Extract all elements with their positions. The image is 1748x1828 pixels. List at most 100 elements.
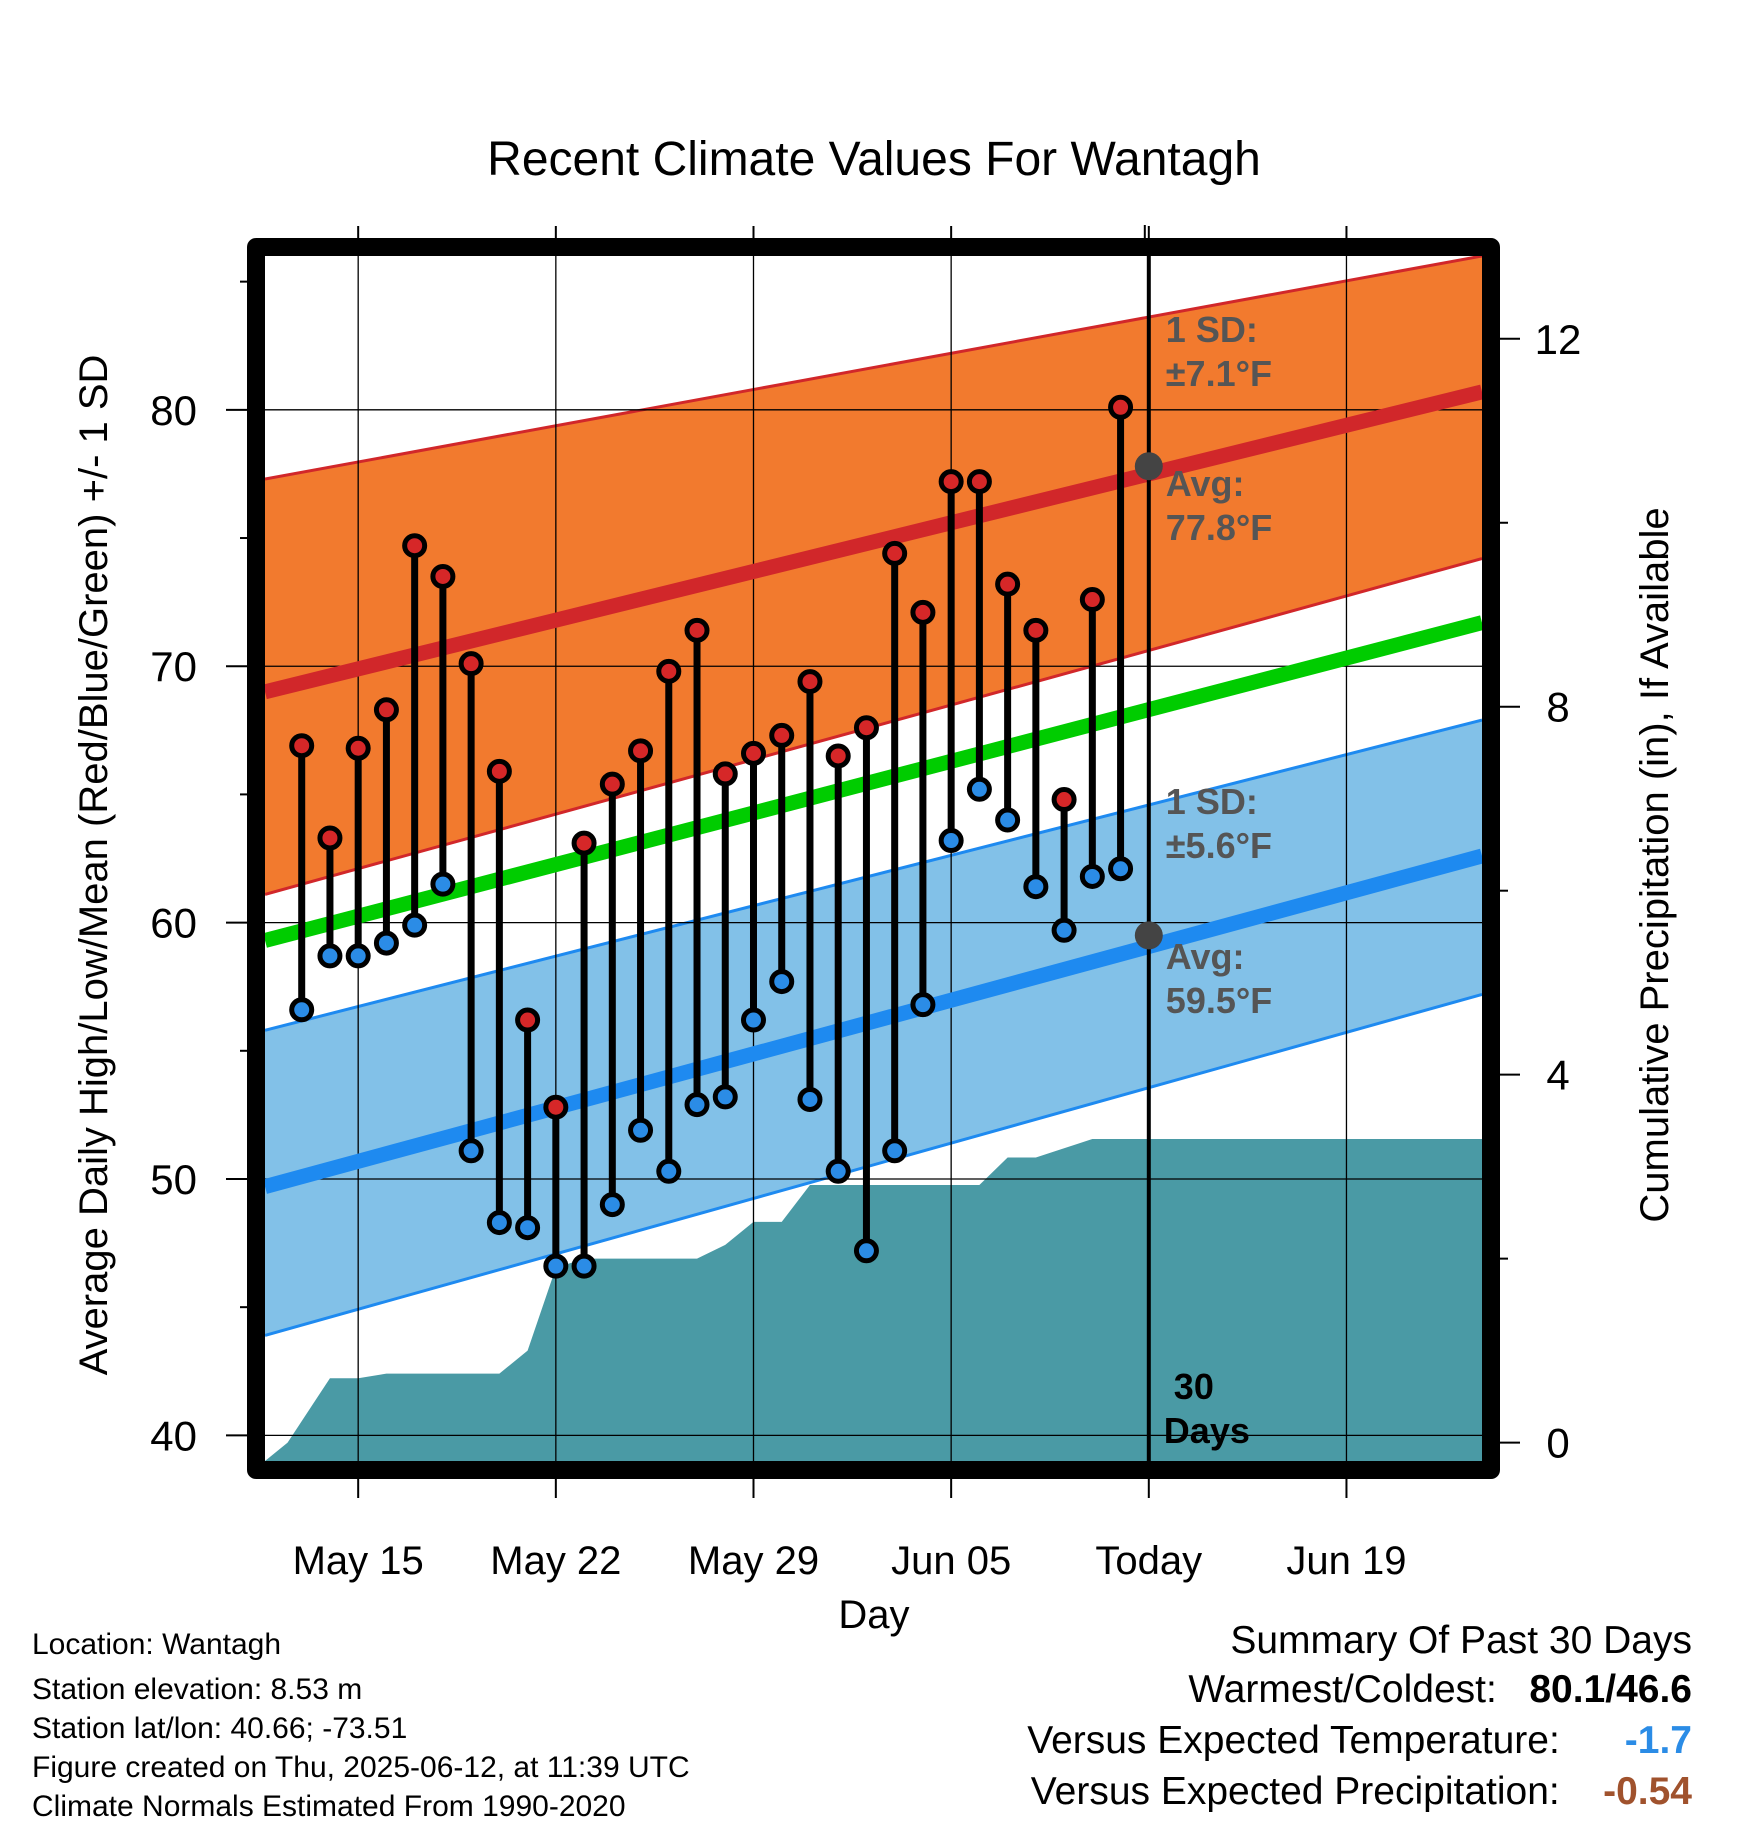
x-tick-label: May 29 xyxy=(688,1539,819,1583)
high-temp-point xyxy=(543,1094,569,1120)
x-tick-label: Jun 19 xyxy=(1286,1539,1406,1583)
high-temp-point xyxy=(966,469,992,495)
low-temp-point xyxy=(740,1007,766,1033)
summary-title: Summary Of Past 30 Days xyxy=(1230,1619,1692,1662)
low-temp-point xyxy=(571,1253,597,1279)
high-sd-label: 1 SD: xyxy=(1166,309,1258,350)
high-temp-point xyxy=(373,697,399,723)
high-temp-point xyxy=(289,733,315,759)
high-temp-point xyxy=(712,761,738,787)
y-tick-label: 40 xyxy=(150,1412,197,1459)
x-tick-label: May 22 xyxy=(490,1539,621,1583)
high-temp-point xyxy=(317,825,343,851)
low-temp-point xyxy=(289,997,315,1023)
high-temp-point xyxy=(656,658,682,684)
low-temp-point xyxy=(599,1192,625,1218)
high-temp-point xyxy=(458,651,484,677)
info-normals: Climate Normals Estimated From 1990-2020 xyxy=(32,1790,626,1823)
high-temp-point xyxy=(825,743,851,769)
low-sd-value: ±5.6°F xyxy=(1166,825,1272,866)
y-tick-label: 50 xyxy=(150,1156,197,1203)
info-elevation: Station elevation: 8.53 m xyxy=(32,1673,363,1706)
plot-frame xyxy=(247,238,1500,1479)
y-tick-label: 80 xyxy=(150,387,197,434)
high-sd-band xyxy=(265,256,1482,895)
high-temp-point xyxy=(515,1007,541,1033)
y-axis: 40 50 60 70 80 xyxy=(150,280,247,1459)
high-sd-value: ±7.1°F xyxy=(1166,353,1272,394)
low-temp-point xyxy=(825,1158,851,1184)
high-temp-point xyxy=(1023,617,1049,643)
high-temp-point xyxy=(853,715,879,741)
x-axis-label: Day xyxy=(838,1593,909,1637)
y2-tick-label: 8 xyxy=(1546,684,1569,731)
low-temp-point xyxy=(938,828,964,854)
low-temp-point xyxy=(1051,917,1077,943)
low-temp-point xyxy=(853,1238,879,1264)
high-temp-point xyxy=(910,599,936,625)
x-axis: May 15 May 22 May 29 Jun 05 Today Jun 19 xyxy=(293,225,1407,1583)
low-temp-point xyxy=(515,1215,541,1241)
low-temp-point xyxy=(656,1158,682,1184)
y2-axis-label: Cumulative Precipitation (in), If Availa… xyxy=(1633,507,1677,1222)
summary-warmest-row: Warmest/Coldest: 80.1/46.6 xyxy=(1188,1670,1692,1710)
high-temp-point xyxy=(684,617,710,643)
info-created: Figure created on Thu, 2025-06-12, at 11… xyxy=(32,1751,690,1784)
info-latlon: Station lat/lon: 40.66; -73.51 xyxy=(32,1712,408,1745)
high-sd-band-upper-edge xyxy=(265,256,1482,481)
low-sd-label: 1 SD: xyxy=(1166,781,1258,822)
x-tick-label: Jun 05 xyxy=(891,1539,1011,1583)
y2-tick-label: 0 xyxy=(1546,1420,1569,1467)
summary-precip-label: Versus Expected Precipitation: xyxy=(1030,1770,1560,1813)
y-tick-label: 60 xyxy=(150,900,197,947)
info-location: Location: Wantagh xyxy=(32,1628,282,1661)
normal-high-line xyxy=(265,384,1482,700)
low-temp-point xyxy=(345,943,371,969)
low-temp-point xyxy=(543,1253,569,1279)
daily-ranges xyxy=(289,394,1134,1279)
low-temp-point xyxy=(402,912,428,938)
low-temp-point xyxy=(966,776,992,802)
low-temp-point xyxy=(797,1087,823,1112)
high-temp-point xyxy=(345,735,371,761)
low-temp-point xyxy=(995,807,1021,833)
days-label: Days xyxy=(1164,1410,1250,1451)
y-tick-label: 70 xyxy=(150,643,197,690)
summary-warmest-value: 80.1/46.6 xyxy=(1529,1668,1692,1711)
low-temp-point xyxy=(458,1138,484,1164)
low-temp-point xyxy=(684,1092,710,1118)
low-temp-point xyxy=(628,1117,654,1143)
x-tick-label: May 15 xyxy=(293,1539,424,1583)
summary-precip-row: Versus Expected Precipitation: -0.54 xyxy=(1031,1772,1692,1812)
high-temp-point xyxy=(486,758,512,784)
low-temp-point xyxy=(430,871,456,897)
high-avg-label: Avg: xyxy=(1166,463,1245,504)
low-temp-point xyxy=(1023,874,1049,900)
high-temp-point xyxy=(740,740,766,766)
summary-warmest-label: Warmest/Coldest: xyxy=(1188,1668,1497,1711)
low-temp-point xyxy=(769,969,795,995)
high-temp-point xyxy=(882,540,908,566)
high-temp-point xyxy=(402,533,428,559)
precipitation-area xyxy=(265,1139,1482,1461)
high-temp-point xyxy=(1108,394,1134,420)
low-temp-point xyxy=(1079,863,1105,889)
y2-tick-label: 12 xyxy=(1535,316,1582,363)
x-tick-label: Today xyxy=(1095,1539,1202,1583)
plot-clip-group xyxy=(265,256,1482,1461)
y2-axis: 0 4 8 12 xyxy=(1500,316,1581,1467)
low-temp-point xyxy=(373,930,399,956)
low-avg-value: 59.5°F xyxy=(1166,980,1272,1021)
chart-title: Recent Climate Values For Wantagh xyxy=(487,133,1261,186)
high-temp-point xyxy=(628,738,654,764)
high-avg-value: 77.8°F xyxy=(1166,507,1272,548)
high-temp-point xyxy=(599,771,625,797)
low-temp-point xyxy=(486,1210,512,1236)
high-temp-point xyxy=(938,469,964,495)
y-axis-label: Average Daily High/Low/Mean (Red/Blue/Gr… xyxy=(72,355,116,1376)
y2-tick-label: 4 xyxy=(1546,1052,1569,1099)
summary-temp-row: Versus Expected Temperature: -1.7 xyxy=(1027,1721,1692,1761)
summary-temp-label: Versus Expected Temperature: xyxy=(1027,1719,1560,1762)
